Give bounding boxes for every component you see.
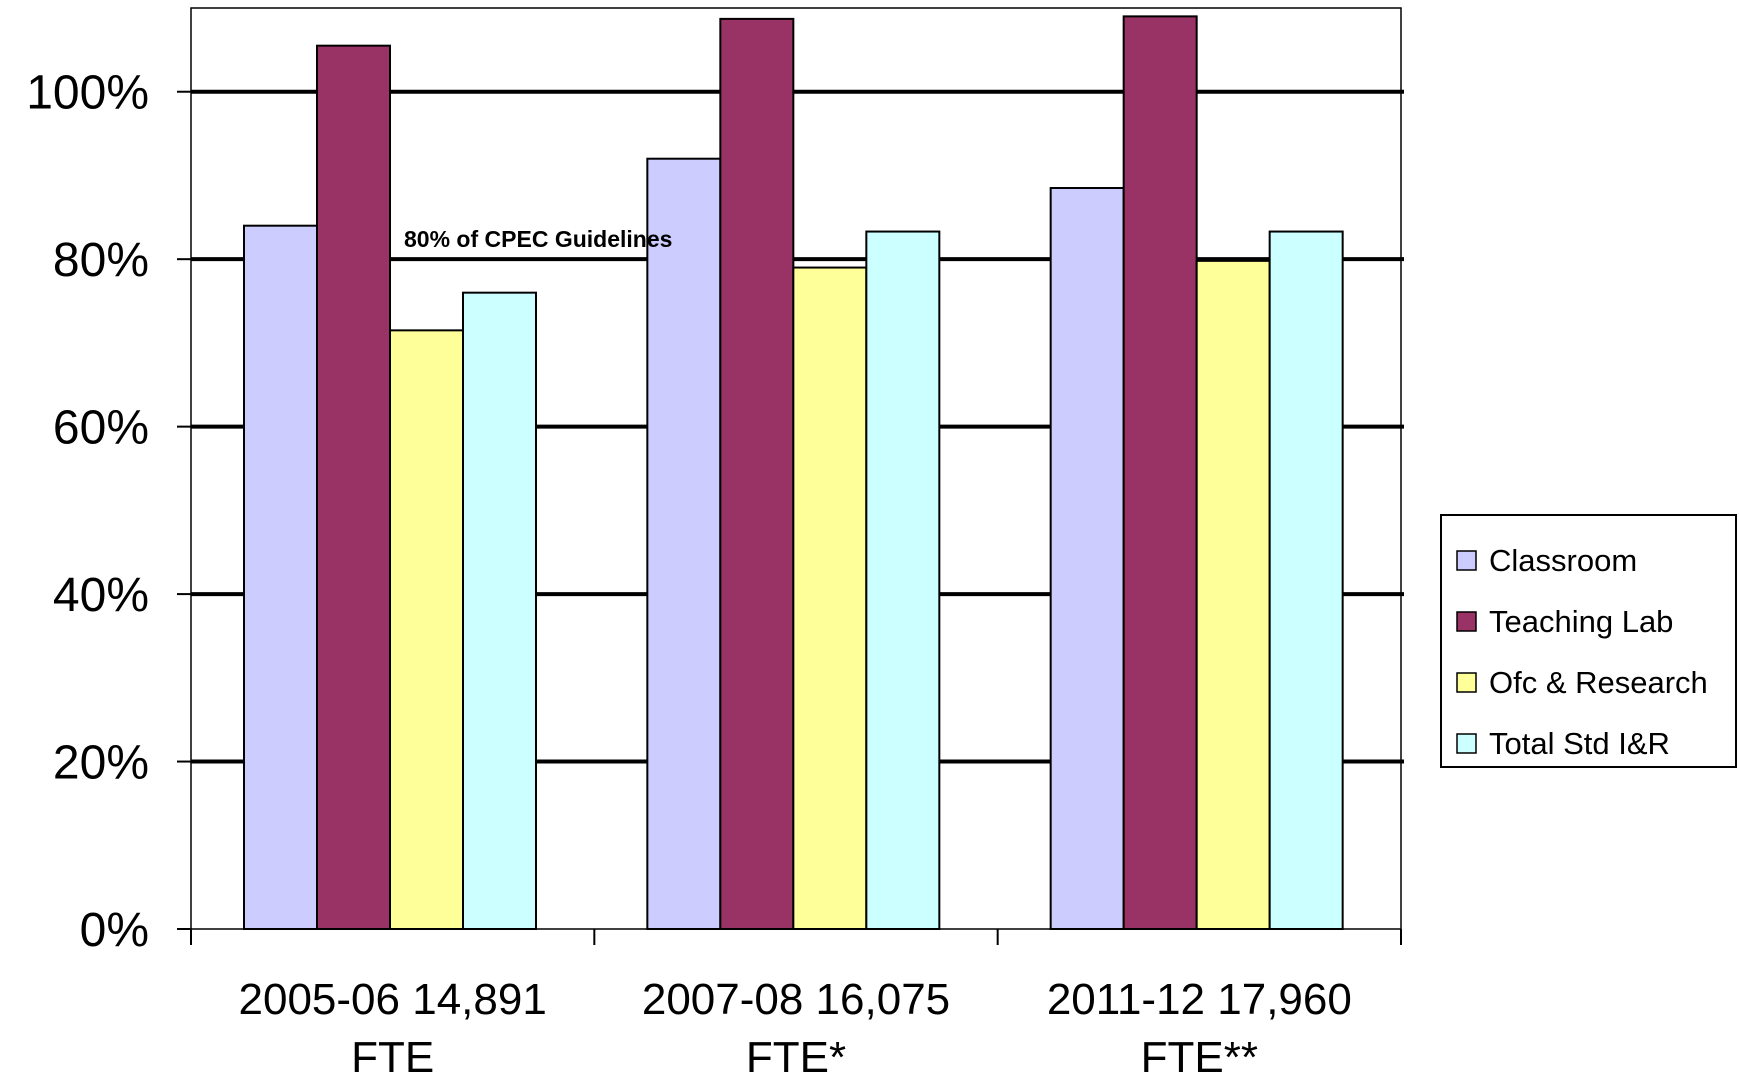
legend-label: Classroom [1489, 543, 1637, 578]
axis-labels: 0% 20% 40% 60% 80% 100% 2005-06 14,891 FTE 2007-… [26, 67, 1352, 1077]
bar [316, 44, 391, 931]
annotations: 80% of CPEC Guidelines [404, 226, 672, 252]
legend-swatch [1456, 733, 1477, 754]
annotation-label: 80% of CPEC Guidelines [404, 226, 672, 252]
bars [243, 15, 1344, 931]
legend-label: Ofc & Research [1489, 665, 1708, 700]
y-tick-label: 0% [80, 904, 149, 957]
axes [177, 7, 1402, 945]
x-tick-label: 2007-08 16,075 [642, 975, 950, 1024]
x-tick-label: 2011-12 17,960 [1047, 975, 1352, 1024]
bar [243, 224, 318, 930]
y-tick-label: 100% [26, 67, 149, 120]
y-tick-label: 80% [53, 234, 149, 287]
legend-label: Teaching Lab [1489, 604, 1673, 639]
legend: Classroom Teaching Lab Ofc & Research Total… [1440, 514, 1737, 768]
x-tick-label: 2005-06 14,891 [239, 975, 547, 1024]
plot-frame [190, 7, 1402, 930]
x-tick-label: FTE* [746, 1033, 846, 1072]
bar [462, 291, 537, 930]
legend-box [1440, 514, 1737, 768]
bar [1268, 230, 1344, 930]
y-tick-label: 40% [53, 569, 149, 622]
bar [646, 157, 722, 930]
bar [389, 329, 464, 931]
legend-swatch [1456, 672, 1477, 693]
y-tick-label: 20% [53, 737, 149, 790]
bar [865, 230, 941, 930]
bar [719, 17, 795, 931]
legend-label: Total Std I&R [1489, 726, 1670, 761]
y-tick-label: 60% [53, 402, 149, 455]
x-tick-label: FTE** [1141, 1033, 1258, 1072]
bar [1122, 15, 1198, 930]
x-tick-label: FTE [351, 1033, 434, 1072]
bar [1195, 259, 1271, 930]
legend-swatch [1456, 550, 1477, 571]
bar [792, 266, 868, 930]
legend-swatch [1456, 611, 1477, 632]
bar [1049, 187, 1125, 931]
